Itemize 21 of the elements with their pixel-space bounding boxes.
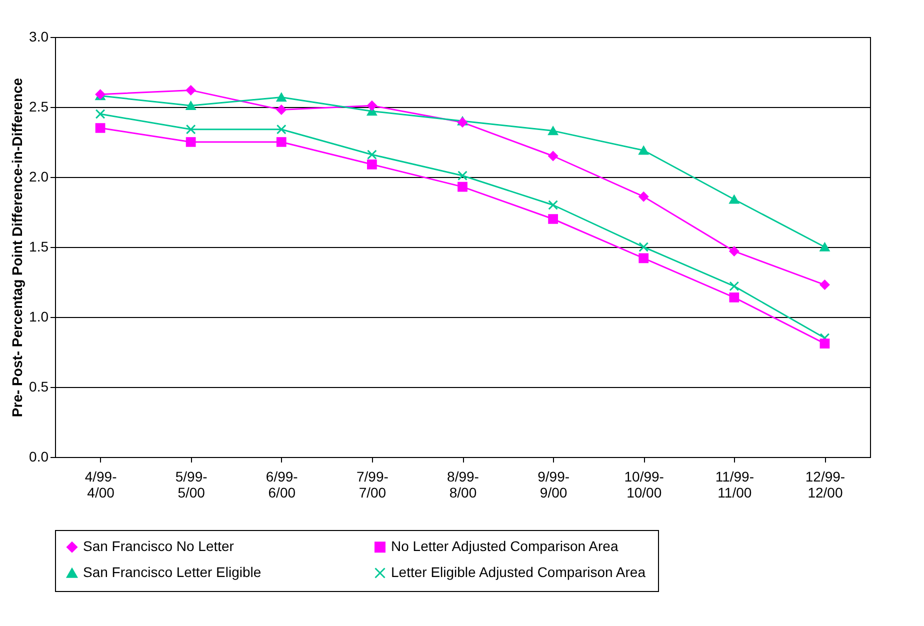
x-tick-label: 7/99- 7/00 [356, 468, 389, 500]
y-tick-label: 0.5 [29, 378, 49, 394]
x-tick-label: 10/99- 10/00 [624, 468, 664, 500]
y-tick-label: 1.5 [29, 238, 49, 254]
y-tick-label: 0.0 [29, 448, 49, 464]
x-tick-label: 4/99- 4/00 [84, 468, 118, 500]
y-tick-label: 3.0 [29, 28, 49, 44]
x-tick-label: 9/99- 9/00 [538, 468, 570, 500]
x-tick-label: 6/99- 6/00 [266, 468, 298, 500]
x-tick-label: 11/99- 11/00 [715, 468, 754, 500]
y-axis-title: Pre- Post- Percentag Point Difference-in-Difference [9, 78, 26, 418]
y-tick-label: 2.0 [29, 168, 49, 184]
legend-label: No Letter Adjusted Comparison Area [391, 538, 618, 554]
x-tick-label: 8/99- 8/00 [447, 468, 480, 500]
y-tick-label: 1.0 [29, 308, 49, 324]
legend-label: San Francisco Letter Eligible [83, 564, 262, 580]
y-tick-label: 2.5 [29, 98, 49, 114]
legend-label: Letter Eligible Adjusted Comparison Area [391, 564, 646, 580]
x-tick-label: 5/99- 5/00 [175, 468, 208, 500]
legend-label: San Francisco No Letter [83, 538, 234, 554]
x-tick-label: 12/99- 12/00 [805, 468, 846, 500]
